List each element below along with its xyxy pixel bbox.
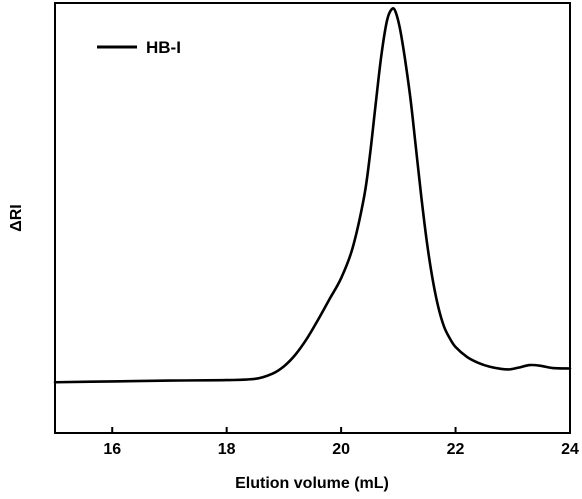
x-tick-label: 18: [218, 441, 236, 458]
y-axis-label: ΔRI: [8, 204, 25, 232]
x-axis-label: Elution volume (mL): [235, 475, 389, 492]
legend-label-hb-i: HB-I: [146, 38, 181, 57]
x-tick-label: 22: [447, 441, 465, 458]
x-tick-label: 16: [103, 441, 121, 458]
x-axis-ticks: 16 18 20 22 24: [103, 427, 579, 458]
x-tick-label: 24: [561, 441, 579, 458]
x-tick-label: 20: [332, 441, 350, 458]
legend: HB-I: [97, 38, 181, 57]
series-line-hb-i: [53, 7, 572, 384]
plot-frame: [54, 2, 571, 434]
